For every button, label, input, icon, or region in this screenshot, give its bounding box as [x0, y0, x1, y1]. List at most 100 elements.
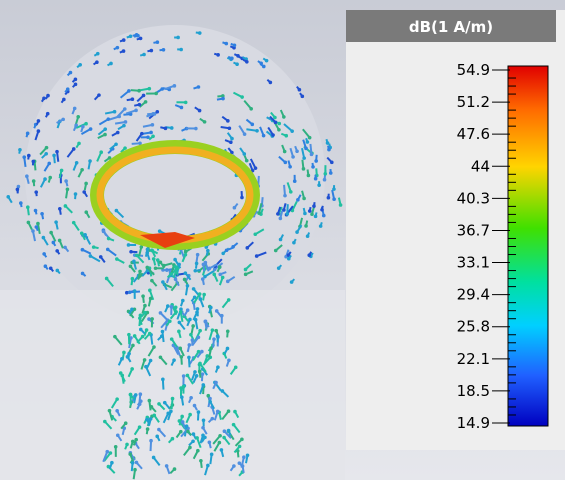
arrow-head — [139, 245, 144, 249]
arrow-head — [155, 434, 159, 439]
arrow-head — [254, 254, 259, 258]
arrow-head — [271, 133, 275, 137]
arrow-head — [137, 88, 141, 93]
arrow-head — [202, 120, 207, 124]
arrow-head — [185, 308, 190, 312]
arrow-head — [49, 230, 53, 235]
arrow-head — [84, 210, 89, 215]
tick-label: 18.5 — [457, 382, 490, 400]
arrow-head — [209, 452, 214, 457]
arrow-head — [82, 190, 87, 194]
arrow-head — [169, 126, 174, 130]
arrow-head — [193, 268, 198, 273]
arrow-head — [125, 290, 129, 295]
arrow-head — [105, 449, 110, 454]
tick-label: 47.6 — [457, 125, 490, 143]
arrow-head — [26, 220, 31, 225]
arrow-head — [65, 187, 70, 192]
arrow-head — [36, 221, 40, 226]
arrow-head — [221, 94, 225, 98]
arrow-head — [196, 448, 200, 453]
arrow-head — [140, 334, 145, 339]
arrow-head — [44, 145, 49, 150]
arrow-head — [98, 255, 103, 259]
arrow-head — [189, 395, 193, 400]
lower-region — [0, 290, 345, 480]
arrow-head — [132, 259, 136, 264]
arrow-head — [286, 253, 291, 257]
arrow-head — [181, 374, 186, 378]
arrow-head — [149, 438, 153, 443]
arrow-head — [180, 395, 184, 400]
tick-label: 25.8 — [457, 318, 490, 336]
arrow-head — [6, 195, 11, 199]
arrow-head — [173, 305, 178, 310]
arrow-head — [328, 171, 333, 175]
arrow-head — [138, 327, 143, 332]
arrow-head — [40, 211, 44, 216]
arrow-head — [217, 265, 222, 269]
arrow-head — [73, 77, 78, 82]
arrow-head — [233, 409, 237, 414]
arrow-head — [41, 235, 46, 240]
arrow-head — [218, 433, 222, 438]
arrow-head — [173, 265, 178, 269]
arrow-head — [191, 432, 196, 436]
arrow-head — [61, 117, 65, 122]
arrow-shaft — [283, 184, 287, 196]
arrow-head — [295, 149, 299, 154]
arrow-head — [250, 122, 255, 127]
arrow-head — [88, 254, 93, 258]
arrow-head — [242, 132, 247, 136]
arrow-head — [161, 280, 165, 284]
arrow-head — [103, 419, 107, 424]
arrow-head — [84, 181, 88, 186]
arrow-head — [229, 140, 233, 145]
arrow-head — [245, 453, 250, 458]
arrow-head — [201, 383, 206, 387]
arrow-head — [224, 41, 229, 46]
arrow-head — [71, 147, 76, 151]
arrow-head — [130, 367, 134, 371]
arrow-head — [133, 393, 138, 397]
arrow-head — [135, 253, 139, 258]
arrow-head — [31, 229, 35, 233]
arrow-head — [131, 343, 135, 348]
arrow-head — [305, 140, 310, 144]
arrow-head — [128, 392, 133, 397]
arrow-head — [73, 82, 78, 87]
arrow-head — [130, 461, 135, 465]
tick-label: 44 — [471, 157, 490, 175]
arrow-head — [172, 358, 176, 362]
arrow-head — [115, 433, 120, 438]
arrow-head — [142, 52, 146, 57]
arrow-head — [198, 328, 202, 333]
arrow-head — [216, 53, 220, 57]
arrow-head — [283, 160, 288, 165]
arrow-head — [143, 100, 148, 104]
arrow-head — [188, 445, 192, 450]
arrow-head — [125, 442, 129, 447]
arrow-head — [273, 120, 278, 125]
arrow-head — [103, 132, 107, 137]
arrow-head — [220, 389, 225, 393]
arrow-head — [123, 120, 128, 124]
arrow-head — [148, 288, 152, 293]
arrow-head — [225, 279, 230, 284]
arrow-head — [249, 106, 253, 111]
arrow-head — [122, 350, 126, 355]
arrow-head — [214, 309, 219, 313]
arrow-head — [160, 329, 165, 334]
arrow-head — [179, 307, 183, 311]
arrow-head — [157, 402, 161, 406]
arrow-head — [71, 220, 76, 225]
arrow-head — [148, 296, 153, 301]
arrow-head — [292, 179, 297, 183]
arrow-head — [55, 149, 59, 154]
arrow-shaft — [283, 123, 293, 132]
arrow-head — [150, 317, 154, 321]
arrow-head — [113, 334, 117, 339]
arrow-head — [196, 85, 201, 89]
arrow-head — [313, 214, 318, 219]
arrow-head — [198, 297, 203, 301]
